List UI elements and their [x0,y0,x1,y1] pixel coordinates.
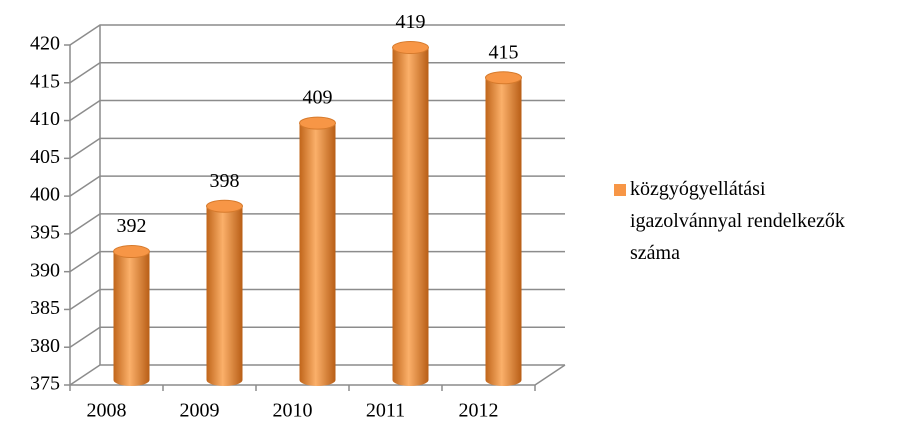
data-label: 419 [396,11,426,33]
x-tick-label: 2010 [273,400,313,422]
bar [485,77,522,381]
bar-top [485,71,522,85]
bar-top [299,116,336,130]
y-tick-label: 385 [30,297,60,319]
bar [299,123,336,380]
data-label: 398 [210,170,240,192]
data-label: 415 [489,41,519,63]
y-tick-label: 375 [30,373,60,395]
grid-line [69,24,565,46]
bar [392,47,429,381]
data-label: 392 [117,215,147,237]
bar-top [113,245,150,259]
y-tick-label: 380 [30,335,60,357]
y-tick-label: 395 [30,221,60,243]
x-tick-label: 2011 [366,400,405,422]
bar [113,251,150,380]
y-tick-label: 410 [30,108,60,130]
bar-top [206,199,243,213]
legend-swatch [614,184,626,196]
x-tick-label: 2012 [459,400,499,422]
y-tick-label: 420 [30,33,60,55]
x-tick-label: 2008 [87,400,127,422]
y-tick-label: 405 [30,146,60,168]
legend-label: közgyógyellátási igazolvánnyal rendelkező… [630,178,845,264]
data-label: 409 [303,87,333,109]
bar [206,206,243,380]
y-tick-label: 400 [30,184,60,206]
bar-top [392,41,429,55]
x-tick-label: 2009 [180,400,220,422]
y-tick-label: 415 [30,70,60,92]
y-tick-label: 390 [30,259,60,281]
